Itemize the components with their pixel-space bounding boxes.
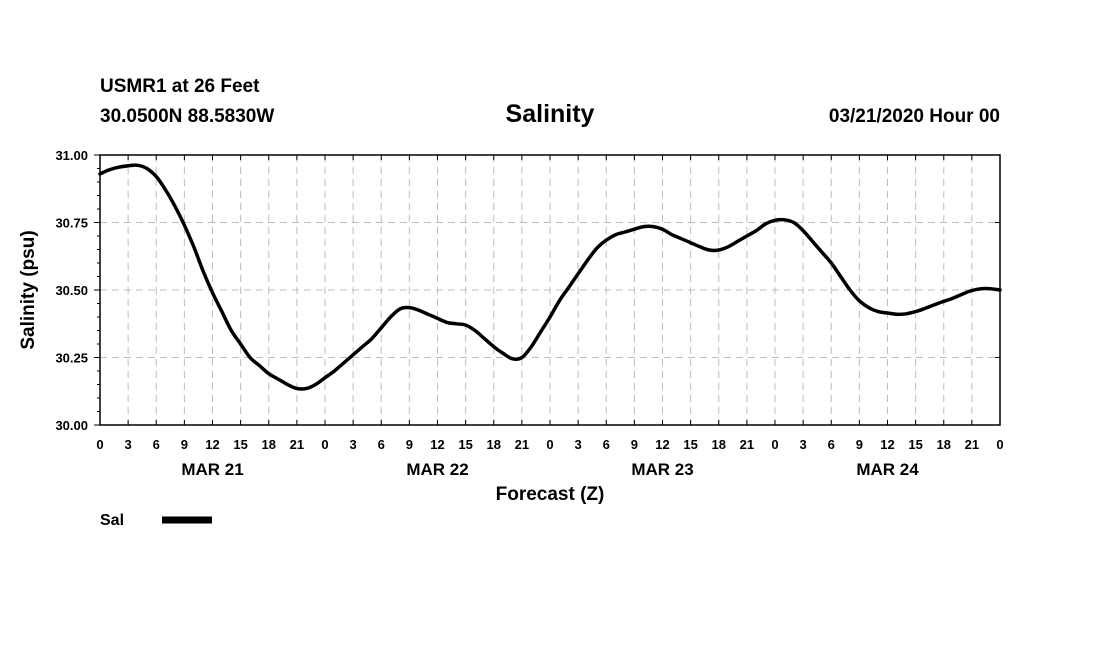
y-tick-label: 30.00 — [55, 418, 88, 433]
series-line-sal — [98, 163, 1002, 391]
x-tick-label: 0 — [996, 437, 1003, 452]
x-tick-label: 18 — [712, 437, 726, 452]
series-layer — [98, 163, 1002, 391]
y-axis-title: Salinity (psu) — [18, 230, 39, 349]
chart-title: Salinity — [505, 100, 595, 128]
x-tick-label: 15 — [233, 437, 247, 452]
x-tick-label: 15 — [458, 437, 472, 452]
x-tick-label: 18 — [937, 437, 951, 452]
x-tick-label: 6 — [378, 437, 385, 452]
day-label: MAR 22 — [406, 460, 468, 479]
x-tick-label: 0 — [321, 437, 328, 452]
x-tick-label: 6 — [603, 437, 610, 452]
y-tick-label: 30.75 — [55, 216, 88, 231]
legend: Sal — [100, 512, 212, 529]
day-label: MAR 24 — [856, 460, 919, 479]
x-tick-label: 12 — [655, 437, 669, 452]
x-tick-label: 6 — [153, 437, 160, 452]
forecast-datetime: 03/21/2020 Hour 00 — [828, 106, 1000, 127]
x-tick-label: 9 — [406, 437, 413, 452]
y-tick-labels: 30.00 30.25 30.50 30.75 31.00 — [55, 148, 88, 433]
x-axis-title: Forecast (Z) — [496, 484, 605, 505]
station-label: USMR1 at 26 Feet — [100, 76, 260, 97]
x-tick-label: 3 — [575, 437, 582, 452]
x-tick-label: 12 — [205, 437, 219, 452]
y-tick-label: 30.25 — [55, 351, 88, 366]
x-tick-label: 3 — [125, 437, 132, 452]
x-tick-label: 9 — [631, 437, 638, 452]
x-tick-label: 21 — [740, 437, 754, 452]
day-labels: MAR 21 MAR 22 MAR 23 MAR 24 — [181, 460, 919, 479]
grid-lines — [100, 155, 1000, 425]
x-tick-label: 18 — [262, 437, 276, 452]
x-tick-label: 0 — [771, 437, 778, 452]
x-tick-label: 3 — [350, 437, 357, 452]
x-tick-label: 15 — [908, 437, 922, 452]
x-tick-label: 0 — [546, 437, 553, 452]
x-tick-label: 18 — [487, 437, 501, 452]
x-tick-label: 12 — [880, 437, 894, 452]
x-tick-label: 21 — [515, 437, 529, 452]
x-tick-labels: 0 3 6 9 12 15 18 21 0 3 6 9 12 15 18 21 0 3 6 9 12 15 18 21 0 3 6 9… — [96, 437, 1003, 452]
x-tick-label: 15 — [683, 437, 697, 452]
station-coordinates: 30.0500N 88.5830W — [100, 106, 275, 127]
x-tick-label: 6 — [828, 437, 835, 452]
x-tick-label: 9 — [181, 437, 188, 452]
legend-label-sal: Sal — [100, 512, 124, 529]
day-label: MAR 23 — [631, 460, 693, 479]
x-tick-label: 0 — [96, 437, 103, 452]
x-tick-label: 3 — [800, 437, 807, 452]
x-tick-label: 9 — [856, 437, 863, 452]
x-tick-label: 12 — [430, 437, 444, 452]
y-tick-label: 31.00 — [55, 148, 88, 163]
x-tick-label: 21 — [965, 437, 979, 452]
y-tick-label: 30.50 — [55, 283, 88, 298]
x-tick-label: 21 — [290, 437, 304, 452]
day-label: MAR 21 — [181, 460, 243, 479]
